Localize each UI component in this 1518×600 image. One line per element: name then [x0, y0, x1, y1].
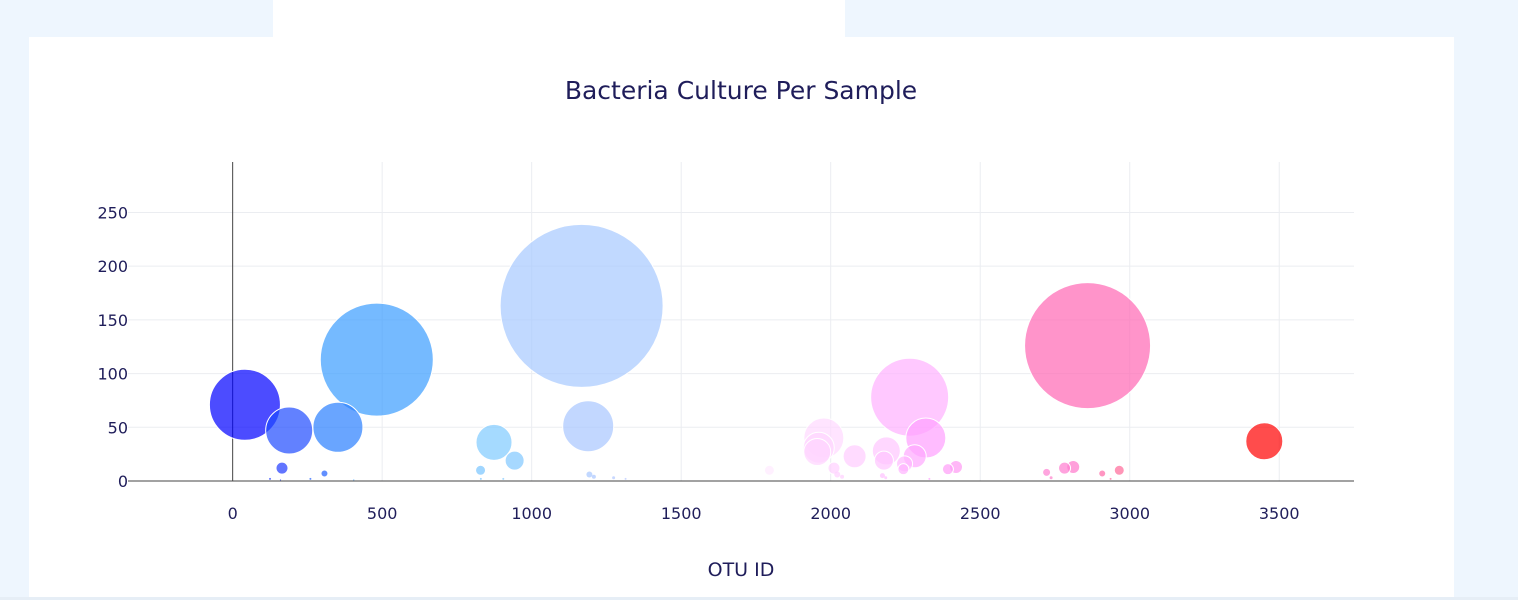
bubble-point [803, 438, 832, 466]
bubble-point [499, 223, 664, 388]
bubble-point [504, 450, 525, 471]
bubble-point [1058, 461, 1072, 475]
bubble-point [275, 461, 289, 475]
bubble-point [941, 463, 954, 476]
bubble-point [834, 471, 841, 478]
bubble-point [353, 479, 355, 481]
bubble-point [279, 479, 282, 481]
bubble-point [562, 400, 615, 453]
x-tick-label: 500 [367, 504, 398, 523]
bubble-point [1042, 467, 1052, 477]
x-tick-label: 3500 [1259, 504, 1300, 523]
y-tick-label: 100 [97, 365, 128, 384]
bubble-point [840, 474, 845, 479]
bubble-point [475, 423, 513, 461]
x-tick-label: 1500 [661, 504, 702, 523]
bubble-point [309, 477, 312, 480]
bubble-point [624, 477, 627, 480]
x-tick-label: 3000 [1109, 504, 1150, 523]
tick-labels: 0 500 1000 1500 2000 2500 3000 3500 0 50 100 150 200… [97, 203, 1299, 523]
bubble-point [475, 464, 487, 476]
x-tick-label: 1000 [511, 504, 552, 523]
x-tick-label: 2500 [960, 504, 1001, 523]
bubble-point [1245, 422, 1284, 461]
bubble-point [897, 463, 910, 476]
bubble-point [879, 473, 885, 479]
bubble-point [320, 469, 329, 478]
bubble-point [502, 477, 505, 480]
tab-strip [273, 0, 845, 38]
y-tick-label: 150 [97, 311, 128, 330]
page-bottom-divider [0, 597, 1518, 600]
bubble-point [269, 477, 272, 480]
chart-title: Bacteria Culture Per Sample [565, 76, 917, 105]
bubble-point [1049, 476, 1053, 480]
bubbles [208, 223, 1284, 481]
bubble-point [586, 471, 593, 478]
bubble-point [763, 464, 775, 476]
bubble-point [928, 477, 931, 480]
x-tick-label: 0 [228, 504, 238, 523]
bubble-point [1024, 282, 1152, 410]
bubble-point [612, 476, 616, 480]
y-tick-label: 250 [97, 203, 128, 222]
x-axis-label: OTU ID [708, 559, 775, 581]
chart-panel [29, 37, 1454, 600]
y-tick-label: 0 [118, 472, 128, 491]
bubble-point [479, 477, 482, 480]
bubble-point [873, 450, 894, 471]
bubble-point [208, 368, 281, 441]
bubble-point [1109, 477, 1112, 480]
bubble-point [319, 302, 434, 417]
bubble-point [827, 461, 841, 475]
bubble-point [842, 444, 867, 469]
bubble-point [1113, 464, 1125, 476]
bubble-point [884, 476, 888, 480]
y-tick-label: 50 [108, 418, 128, 437]
bubble-point [591, 474, 596, 479]
x-tick-label: 2000 [810, 504, 851, 523]
y-tick-label: 200 [97, 257, 128, 276]
bubble-point [1098, 469, 1107, 478]
bubble-point [312, 401, 364, 453]
bubble-point [265, 406, 314, 455]
